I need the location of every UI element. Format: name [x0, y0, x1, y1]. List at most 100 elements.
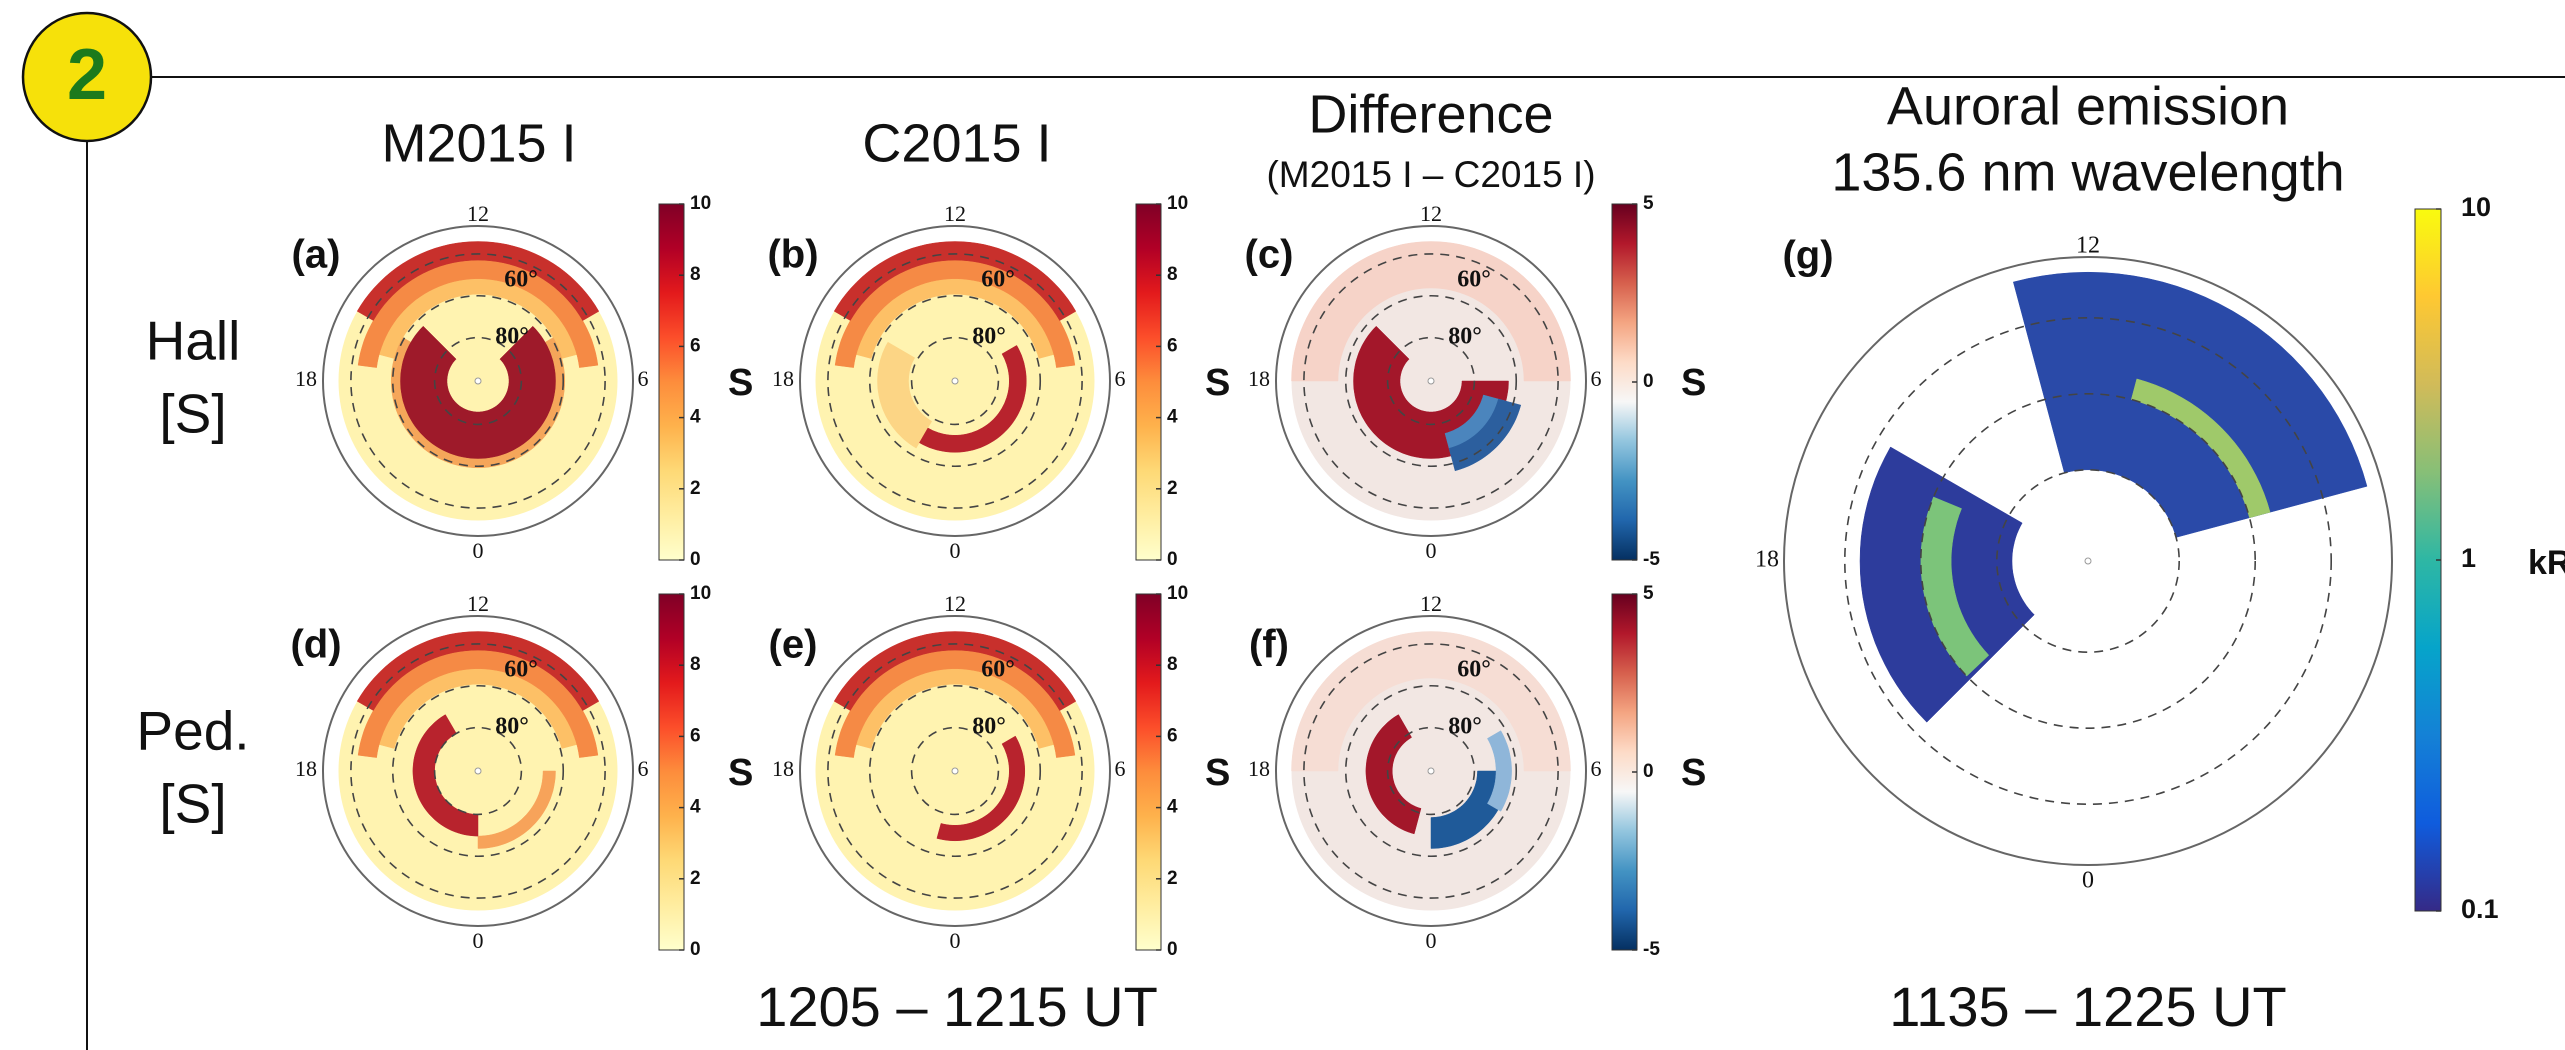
hour-label: 0 — [2082, 868, 2094, 894]
map-region — [1920, 496, 1990, 677]
latitude-circle — [827, 253, 1083, 509]
colorbar-tick-label: 4 — [1167, 797, 1178, 818]
pole — [951, 377, 959, 385]
colorbar-tick-label: 10 — [690, 193, 711, 214]
colorbar-unit: S — [1205, 362, 1230, 404]
hour-label: 6 — [638, 756, 649, 781]
map-region — [356, 631, 600, 711]
time-range: 1205 – 1215 UT — [756, 975, 1158, 1038]
colorbar-tick-label: 6 — [690, 335, 701, 356]
colorbar-tick-label: 10 — [1167, 193, 1188, 214]
hour-label: 0 — [1426, 538, 1437, 563]
latitude-circle — [827, 643, 1083, 899]
hour-label: 0 — [1426, 928, 1437, 953]
map-region — [1430, 770, 1509, 849]
hour-label: 0 — [950, 928, 961, 953]
latitude-label: 80° — [495, 714, 529, 740]
latitude-label: 60° — [504, 657, 538, 683]
map-region — [1487, 730, 1512, 812]
map-region — [400, 325, 556, 459]
map-region — [356, 241, 600, 321]
hour-label: 12 — [944, 591, 966, 616]
map-region — [936, 735, 1026, 842]
map-region — [2130, 378, 2271, 519]
colorbar-tick-label: -5 — [1643, 939, 1660, 960]
colorbar-tick-label: 0 — [1167, 549, 1178, 570]
pole — [1427, 377, 1435, 385]
hour-label: 0 — [473, 928, 484, 953]
colorbar-tick-label: 0.1 — [2461, 894, 2499, 924]
colorbar-tick-label: 10 — [690, 583, 711, 604]
panel-label: (d) — [290, 623, 341, 667]
panel-label: (g) — [1782, 234, 1833, 278]
polar-frame — [799, 225, 1111, 537]
colorbar-tick-label: 8 — [690, 654, 701, 675]
latitude-label: 80° — [972, 324, 1006, 350]
colorbar-tick-label: 10 — [2461, 192, 2491, 222]
pole — [474, 377, 482, 385]
hour-label: 6 — [1115, 366, 1126, 391]
hour-label: 12 — [467, 591, 489, 616]
panel-label: (c) — [1245, 233, 1294, 277]
latitude-circle — [910, 726, 1000, 816]
colorbar-unit: S — [1681, 752, 1706, 794]
latitude-circle — [433, 726, 523, 816]
colorbar-tick-label: 4 — [1167, 407, 1178, 428]
row-label: Ped. — [136, 700, 249, 762]
hour-label: 18 — [1755, 547, 1779, 573]
panel-label: (e) — [769, 623, 818, 667]
hour-label: 18 — [1248, 366, 1270, 391]
colorbar-tick-label: 0 — [1643, 371, 1654, 392]
latitude-circle — [868, 294, 1042, 468]
latitude-label: 80° — [495, 324, 529, 350]
row-label: [S] — [159, 383, 226, 445]
latitude-label: 60° — [981, 267, 1015, 293]
latitude-label: 60° — [504, 267, 538, 293]
latitude-circle — [433, 336, 523, 426]
colorbar-unit: S — [728, 362, 753, 404]
hour-label: 12 — [467, 201, 489, 226]
colorbar-tick-label: 4 — [690, 797, 701, 818]
column-title: Auroral emission — [1887, 76, 2289, 136]
polar-frame — [1275, 225, 1587, 537]
hour-label: 6 — [1115, 756, 1126, 781]
colorbar-tick-label: 0 — [1167, 939, 1178, 960]
colorbar-tick-label: 6 — [1167, 335, 1178, 356]
panel-label: (b) — [767, 233, 818, 277]
hour-label: 12 — [944, 201, 966, 226]
hour-label: 12 — [1420, 591, 1442, 616]
colorbar — [658, 593, 685, 951]
hour-label: 18 — [1248, 756, 1270, 781]
hour-label: 6 — [638, 366, 649, 391]
latitude-circle — [1386, 726, 1476, 816]
colorbar-tick-label: 1 — [2461, 543, 2476, 573]
panel-label: (f) — [1249, 623, 1289, 667]
map-region — [833, 241, 1077, 321]
colorbar-tick-label: 4 — [690, 407, 701, 428]
column-title: M2015 I — [381, 113, 576, 173]
latitude-label: 80° — [1448, 714, 1482, 740]
panel-label: (a) — [292, 233, 341, 277]
column-subtitle: 135.6 nm wavelength — [1831, 142, 2344, 202]
colorbar-tick-label: 5 — [1643, 583, 1654, 604]
hour-label: 12 — [1420, 201, 1442, 226]
time-range: 1135 – 1225 UT — [1889, 975, 2286, 1038]
latitude-circle — [868, 684, 1042, 858]
pole — [2084, 557, 2092, 565]
latitude-circle — [1344, 294, 1518, 468]
map-region — [1448, 398, 1522, 472]
polar-frame — [799, 615, 1111, 927]
colorbar-tick-label: 2 — [1167, 868, 1178, 889]
map-region — [877, 341, 933, 449]
colorbar-unit: kR — [2528, 544, 2565, 582]
colorbar-tick-label: 2 — [1167, 478, 1178, 499]
colorbar-tick-label: 8 — [690, 264, 701, 285]
colorbar-tick-label: 0 — [690, 939, 701, 960]
map-region — [833, 631, 1077, 711]
badge-number: 2 — [67, 35, 107, 115]
hour-label: 6 — [1591, 366, 1602, 391]
colorbar-tick-label: 0 — [1643, 761, 1654, 782]
polar-frame — [1783, 256, 2393, 866]
hour-label: 18 — [295, 756, 317, 781]
